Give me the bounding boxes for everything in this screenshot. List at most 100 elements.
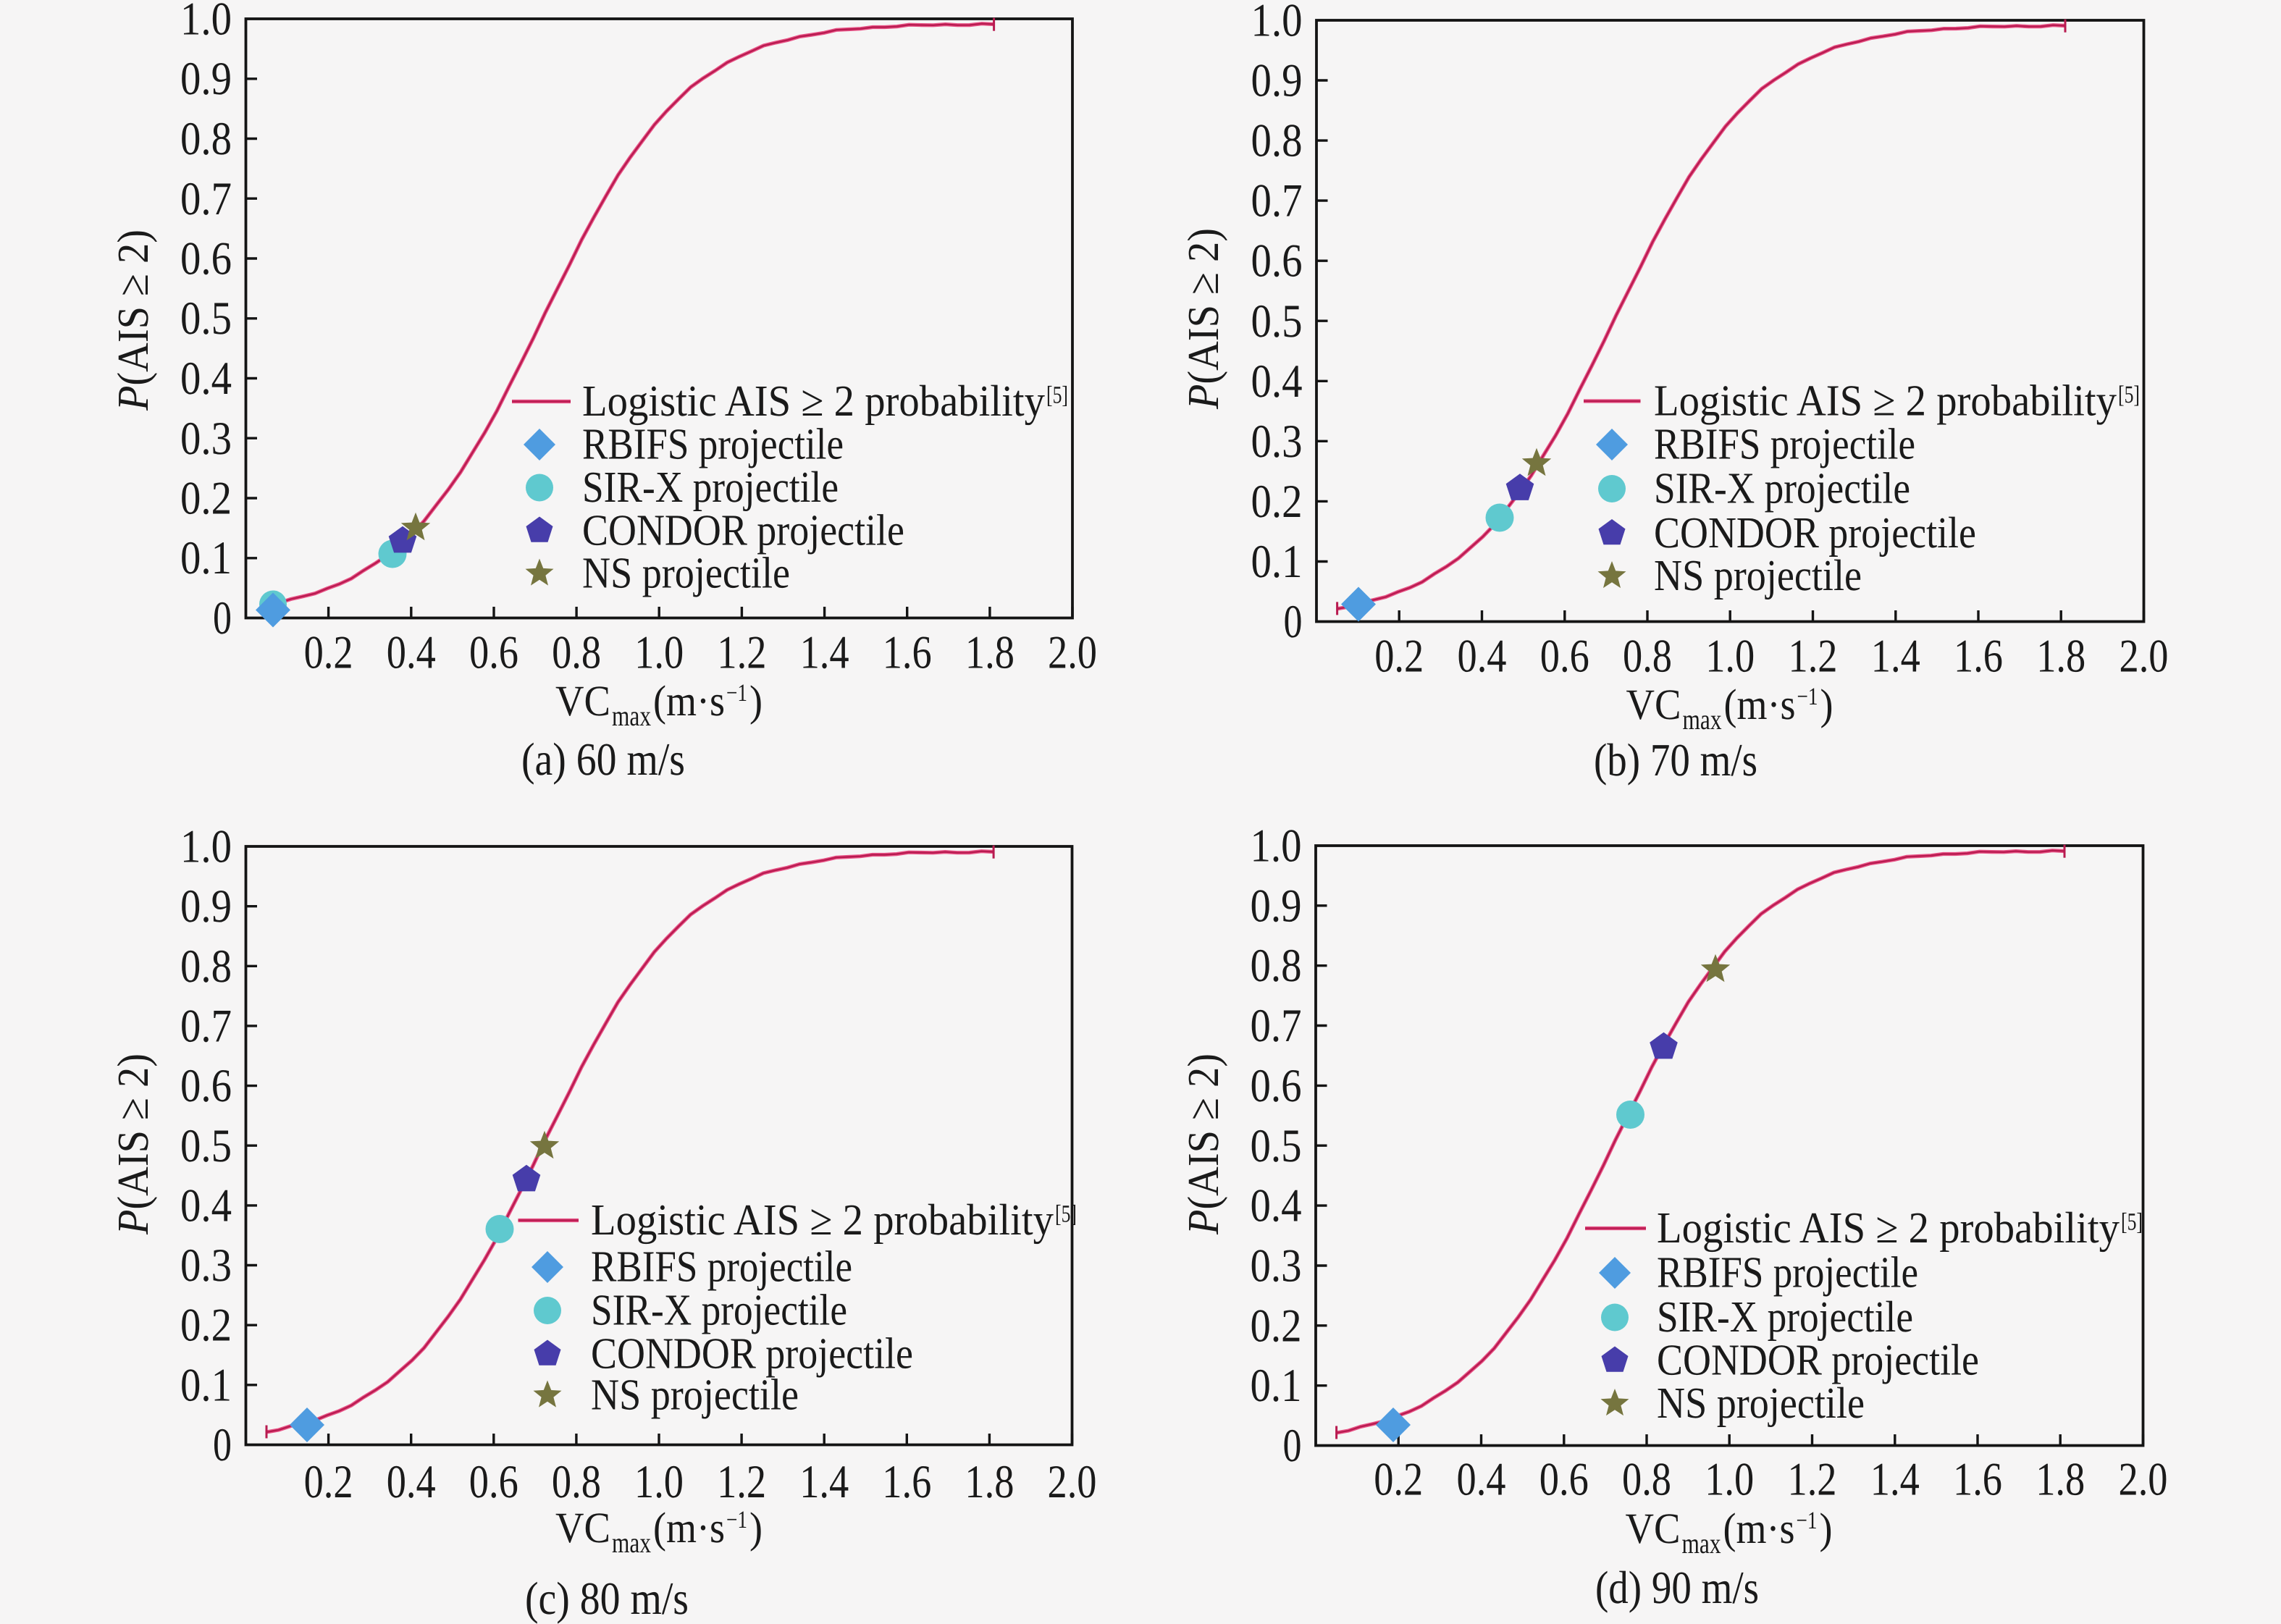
svg-text:1.0: 1.0 [634,627,684,679]
svg-text:1.2: 1.2 [1789,631,1838,683]
svg-text:−1: −1 [1797,1507,1818,1534]
svg-text:2.0: 2.0 [2120,631,2169,683]
svg-text:0.3: 0.3 [180,413,232,465]
svg-text:0.8: 0.8 [180,113,232,165]
svg-text:0.2: 0.2 [304,627,353,679]
svg-text:(d) 90 m/s: (d) 90 m/s [1595,1562,1759,1613]
svg-text:VC: VC [555,677,610,725]
svg-text:Logistic AIS ≥ 2 probability: Logistic AIS ≥ 2 probability [1654,377,2117,426]
svg-text:0.2: 0.2 [304,1456,353,1508]
svg-text:1.2: 1.2 [1788,1454,1837,1506]
svg-text:(m·s: (m·s [1723,1505,1795,1552]
svg-text:0: 0 [1283,1420,1302,1472]
svg-text:0.2: 0.2 [1374,1454,1423,1506]
svg-text:0.4: 0.4 [1251,1180,1302,1232]
svg-text:(m·s: (m·s [653,1504,725,1552]
svg-text:1.0: 1.0 [1251,0,1303,47]
svg-text:1.4: 1.4 [799,1456,849,1508]
svg-text:0.9: 0.9 [1251,880,1302,932]
svg-text:NS projectile: NS projectile [1654,552,1862,600]
svg-text:0.2: 0.2 [1251,1300,1302,1352]
svg-text:1.4: 1.4 [800,627,849,679]
svg-text:0.6: 0.6 [1251,235,1303,287]
svg-text:1.0: 1.0 [180,821,232,873]
svg-text:0.6: 0.6 [1540,631,1589,683]
svg-text:0.3: 0.3 [1251,1240,1302,1292]
svg-text:0.6: 0.6 [1539,1454,1589,1506]
svg-text:0.8: 0.8 [1251,115,1303,167]
svg-text:0.7: 0.7 [1251,175,1303,227]
svg-text:): ) [1820,681,1833,728]
svg-text:0.5: 0.5 [180,1120,232,1172]
svg-text:P(AIS ≥ 2): P(AIS ≥ 2) [1180,1053,1228,1235]
svg-text:[5]: [5] [1046,382,1068,409]
svg-text:0.1: 0.1 [1251,1360,1302,1412]
svg-text:(c) 80 m/s: (c) 80 m/s [525,1573,689,1624]
svg-text:Logistic AIS ≥ 2 probability: Logistic AIS ≥ 2 probability [591,1196,1054,1245]
svg-text:max: max [612,699,651,732]
svg-text:(m·s: (m·s [1724,681,1796,728]
svg-text:0.1: 0.1 [180,532,232,584]
svg-text:(b) 70 m/s: (b) 70 m/s [1594,734,1757,786]
svg-text:1.4: 1.4 [1871,631,1920,683]
svg-text:CONDOR projectile: CONDOR projectile [1654,509,1976,558]
svg-text:0.8: 0.8 [1622,1454,1671,1506]
svg-text:P(AIS ≥ 2): P(AIS ≥ 2) [109,230,158,411]
svg-text:0.6: 0.6 [180,233,232,285]
svg-text:NS projectile: NS projectile [582,550,790,598]
svg-text:VC: VC [555,1504,610,1552]
svg-text:RBIFS projectile: RBIFS projectile [1654,421,1915,469]
svg-text:0.6: 0.6 [469,1456,518,1508]
svg-text:): ) [1820,1505,1833,1552]
svg-text:0.4: 0.4 [1458,631,1507,683]
svg-text:0.8: 0.8 [552,1456,601,1508]
svg-text:0.5: 0.5 [180,293,232,345]
svg-text:1.6: 1.6 [1954,631,2003,683]
svg-text:CONDOR projectile: CONDOR projectile [591,1330,913,1379]
svg-text:NS projectile: NS projectile [591,1371,799,1420]
svg-text:1.6: 1.6 [883,627,932,679]
svg-text:1.2: 1.2 [717,627,766,679]
svg-text:0.6: 0.6 [1251,1060,1302,1112]
svg-text:0.4: 0.4 [1251,355,1303,408]
svg-text:P(AIS ≥ 2): P(AIS ≥ 2) [1180,228,1228,410]
svg-text:0.7: 0.7 [180,173,232,225]
svg-text:1.0: 1.0 [634,1456,684,1508]
svg-text:RBIFS projectile: RBIFS projectile [591,1243,852,1292]
svg-text:0.9: 0.9 [1251,55,1303,107]
svg-text:(m·s: (m·s [653,677,725,725]
svg-text:1.6: 1.6 [1953,1454,2002,1506]
svg-text:0.8: 0.8 [552,627,601,679]
svg-text:0: 0 [1284,596,1303,648]
svg-text:SIR-X projectile: SIR-X projectile [1654,465,1910,513]
svg-text:VC: VC [1626,1505,1681,1552]
svg-text:Logistic AIS ≥ 2 probability: Logistic AIS ≥ 2 probability [1657,1204,2120,1253]
svg-text:1.2: 1.2 [717,1456,766,1508]
svg-text:0.2: 0.2 [180,1300,232,1352]
svg-text:SIR-X projectile: SIR-X projectile [591,1287,847,1335]
svg-text:[5]: [5] [2118,382,2140,408]
svg-text:0.7: 0.7 [180,1000,232,1052]
svg-text:RBIFS projectile: RBIFS projectile [582,421,844,469]
svg-text:−1: −1 [726,680,747,707]
svg-text:0.8: 0.8 [1251,940,1302,992]
svg-text:2.0: 2.0 [1048,627,1097,679]
svg-text:0.9: 0.9 [180,880,232,933]
svg-text:1.6: 1.6 [882,1456,931,1508]
svg-text:1.4: 1.4 [1870,1454,1920,1506]
svg-text:1.0: 1.0 [1705,631,1755,683]
svg-text:0: 0 [213,592,232,644]
svg-text:CONDOR projectile: CONDOR projectile [582,507,904,555]
svg-text:NS projectile: NS projectile [1657,1379,1865,1428]
svg-text:0.3: 0.3 [1251,416,1303,468]
svg-text:max: max [612,1526,651,1559]
svg-text:[5]: [5] [1055,1201,1077,1228]
svg-text:1.8: 1.8 [2036,631,2085,683]
svg-text:0.4: 0.4 [387,1456,436,1508]
svg-text:0.9: 0.9 [180,53,232,105]
svg-text:): ) [749,1504,763,1552]
svg-text:0.4: 0.4 [180,353,232,405]
svg-text:1.0: 1.0 [180,0,232,46]
svg-text:0.2: 0.2 [1374,631,1424,683]
svg-text:0.2: 0.2 [1251,476,1303,528]
